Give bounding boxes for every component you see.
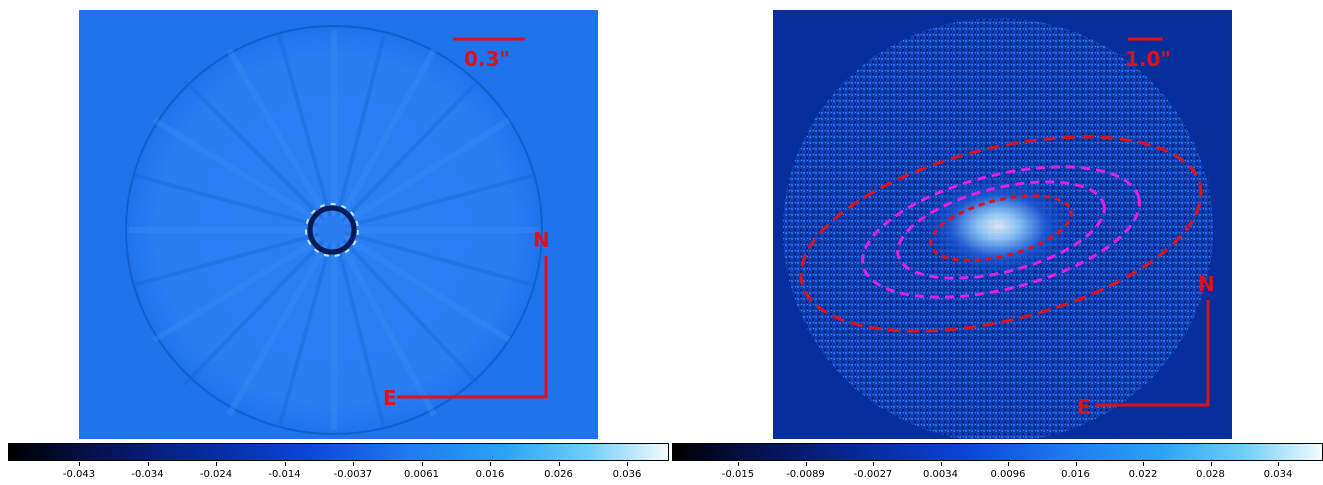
left-colorbar-tick-label: 0.0061 <box>404 469 439 480</box>
left-colorbar-tick-mark <box>558 462 560 466</box>
left-colorbar-tick-mark <box>216 462 217 466</box>
right-image-svg <box>783 18 1213 439</box>
left-colorbar-tick-label: -0.034 <box>131 469 164 480</box>
left-colorbar-tick-label: 0.016 <box>475 469 505 480</box>
right-colorbar-tick-mark <box>1008 462 1009 466</box>
right-colorbar-tick-label: 0.0096 <box>990 469 1026 480</box>
left-colorbar-tick-label: -0.0037 <box>333 469 373 480</box>
left-image-svg <box>125 25 548 435</box>
right-colorbar-tick-mark <box>1210 462 1212 466</box>
left-compass-arrows <box>397 256 548 399</box>
right-ellipse-magenta-outer <box>861 165 1141 299</box>
left-colorbar-tick-mark <box>353 462 354 466</box>
left-central-ring <box>305 203 359 257</box>
right-east-label: E <box>1077 395 1091 419</box>
left-radial-streaks <box>129 30 539 430</box>
right-north-label: N <box>1198 272 1215 296</box>
right-colorbar-tick-mark <box>805 462 807 466</box>
left-colorbar-tick-mark <box>147 462 149 466</box>
right-colorbar-tick-mark <box>1143 462 1144 466</box>
right-image-panel: 1.0" N E <box>773 10 1232 439</box>
right-colorbar-tick-label: 0.028 <box>1196 469 1225 480</box>
right-colorbar-tick-label: -0.0089 <box>786 469 825 480</box>
left-colorbar-tick-label: 0.036 <box>612 469 642 480</box>
right-colorbar-tick-label: 0.016 <box>1061 469 1090 480</box>
left-colorbar-tick-mark <box>284 462 286 466</box>
left-colorbar-tick-mark <box>79 462 80 466</box>
right-colorbar-tick-label: 0.0034 <box>923 469 958 480</box>
left-colorbar-tick-label: -0.024 <box>199 469 233 480</box>
right-ellipse-outer-red <box>799 135 1203 333</box>
left-scale-label: 0.3" <box>464 47 510 71</box>
left-colorbar-tick-mark <box>627 462 628 466</box>
left-east-label: E <box>383 386 397 410</box>
right-ellipse-inner-red <box>929 194 1073 262</box>
left-image-panel: 0.3" N E <box>79 10 598 439</box>
right-scale-label: 1.0" <box>1125 47 1171 71</box>
left-colorbar-tick-label: 0.026 <box>544 469 573 480</box>
right-colorbar-tick-label: 0.034 <box>1263 469 1293 480</box>
right-colorbar-tick-label: -0.0027 <box>853 469 893 480</box>
left-colorbar-tick-label: -0.014 <box>268 469 301 480</box>
left-colorbar-tick-label: -0.043 <box>62 469 96 480</box>
right-colorbar-tick-mark <box>1278 462 1279 466</box>
right-compass-arrows <box>1095 300 1210 407</box>
left-colorbar-tick-mark <box>490 462 491 466</box>
right-colorbar-tick-mark <box>940 462 942 466</box>
right-colorbar-tick-mark <box>738 462 739 466</box>
right-ellipse-magenta-inner <box>896 180 1106 280</box>
right-colorbar-tick-mark <box>873 462 874 466</box>
right-colorbar-tick-mark <box>1075 462 1077 466</box>
left-radial-dark-streaks <box>133 34 535 429</box>
right-colorbar-tick-label: -0.015 <box>721 469 755 480</box>
right-colorbar <box>672 443 1323 461</box>
right-colorbar-tick-label: 0.022 <box>1128 469 1158 480</box>
left-north-label: N <box>533 228 550 252</box>
left-colorbar <box>8 443 669 461</box>
left-colorbar-tick-mark <box>421 462 423 466</box>
